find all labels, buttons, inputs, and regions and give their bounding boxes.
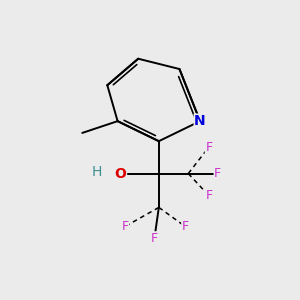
Text: H: H xyxy=(91,165,102,179)
Text: N: N xyxy=(194,114,206,128)
Text: H: H xyxy=(91,165,102,179)
Text: O: O xyxy=(115,167,127,181)
Text: F: F xyxy=(205,141,212,154)
Text: F: F xyxy=(214,167,221,180)
Text: F: F xyxy=(122,220,128,233)
Text: F: F xyxy=(151,232,158,245)
Text: F: F xyxy=(205,189,212,202)
Text: F: F xyxy=(182,220,189,233)
